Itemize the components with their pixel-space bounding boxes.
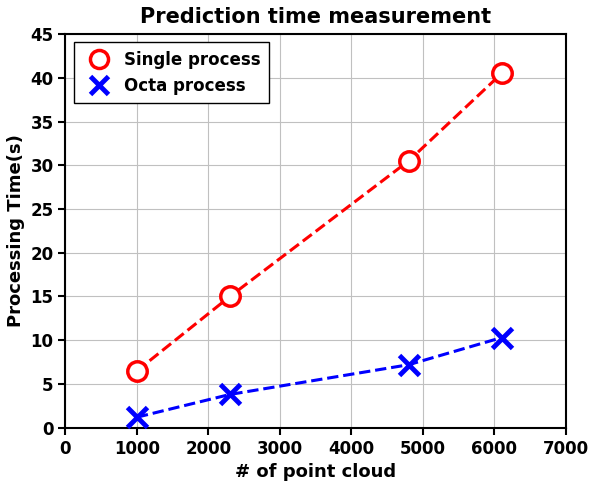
Title: Prediction time measurement: Prediction time measurement bbox=[140, 7, 491, 27]
Y-axis label: Processing Time(s): Processing Time(s) bbox=[7, 134, 25, 327]
Legend: Single process, Octa process: Single process, Octa process bbox=[74, 42, 269, 103]
X-axis label: # of point cloud: # of point cloud bbox=[235, 463, 396, 481]
